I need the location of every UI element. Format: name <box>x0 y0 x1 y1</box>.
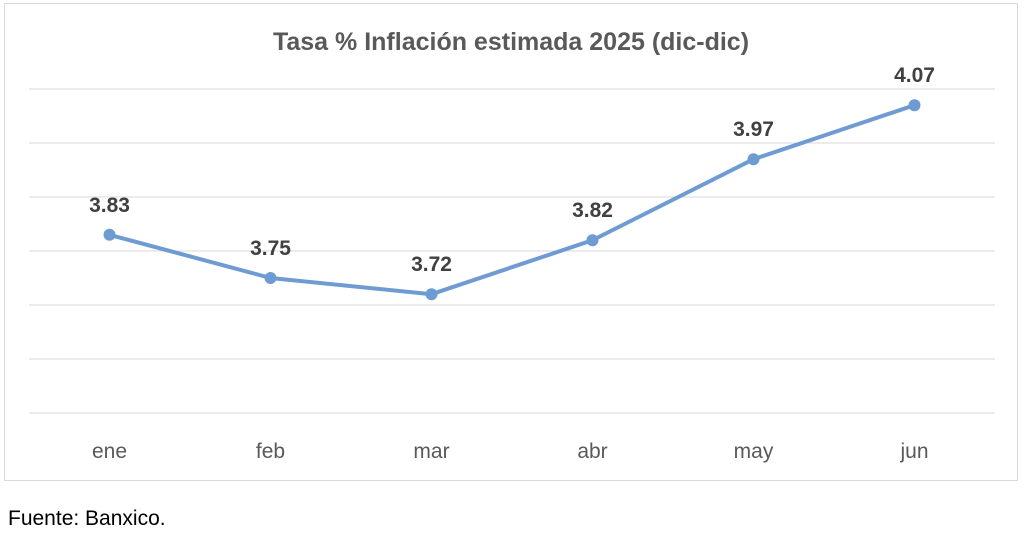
source-note: Fuente: Banxico. <box>8 507 166 530</box>
data-point-jun <box>908 99 921 112</box>
x-tick-ene: ene <box>92 440 127 463</box>
data-label-may: 3.97 <box>733 118 774 141</box>
gridlines <box>29 88 995 414</box>
x-tick-jun: jun <box>899 440 928 463</box>
data-label-feb: 3.75 <box>250 237 291 260</box>
data-label-jun: 4.07 <box>894 64 935 87</box>
x-tick-may: may <box>734 440 774 463</box>
chart-frame <box>4 3 1018 481</box>
series-line <box>107 103 917 297</box>
data-label-mar: 3.72 <box>411 253 452 276</box>
chart-title: Tasa % Inflación estimada 2025 (dic-dic) <box>273 28 749 56</box>
data-point-mar <box>425 288 438 301</box>
x-tick-abr: abr <box>577 440 607 463</box>
x-axis-tick-labels: ene feb mar abr may jun <box>92 440 929 463</box>
data-label-abr: 3.82 <box>572 199 613 222</box>
data-point-may <box>747 153 760 166</box>
data-labels: 3.83 3.75 3.72 3.82 3.97 4.07 <box>89 64 935 276</box>
data-points <box>103 99 921 301</box>
x-tick-feb: feb <box>256 440 285 463</box>
data-point-abr <box>586 234 599 247</box>
data-label-ene: 3.83 <box>89 194 130 217</box>
series-polyline <box>107 103 917 297</box>
data-point-ene <box>103 228 116 241</box>
x-tick-mar: mar <box>413 440 449 463</box>
data-point-feb <box>264 272 277 284</box>
